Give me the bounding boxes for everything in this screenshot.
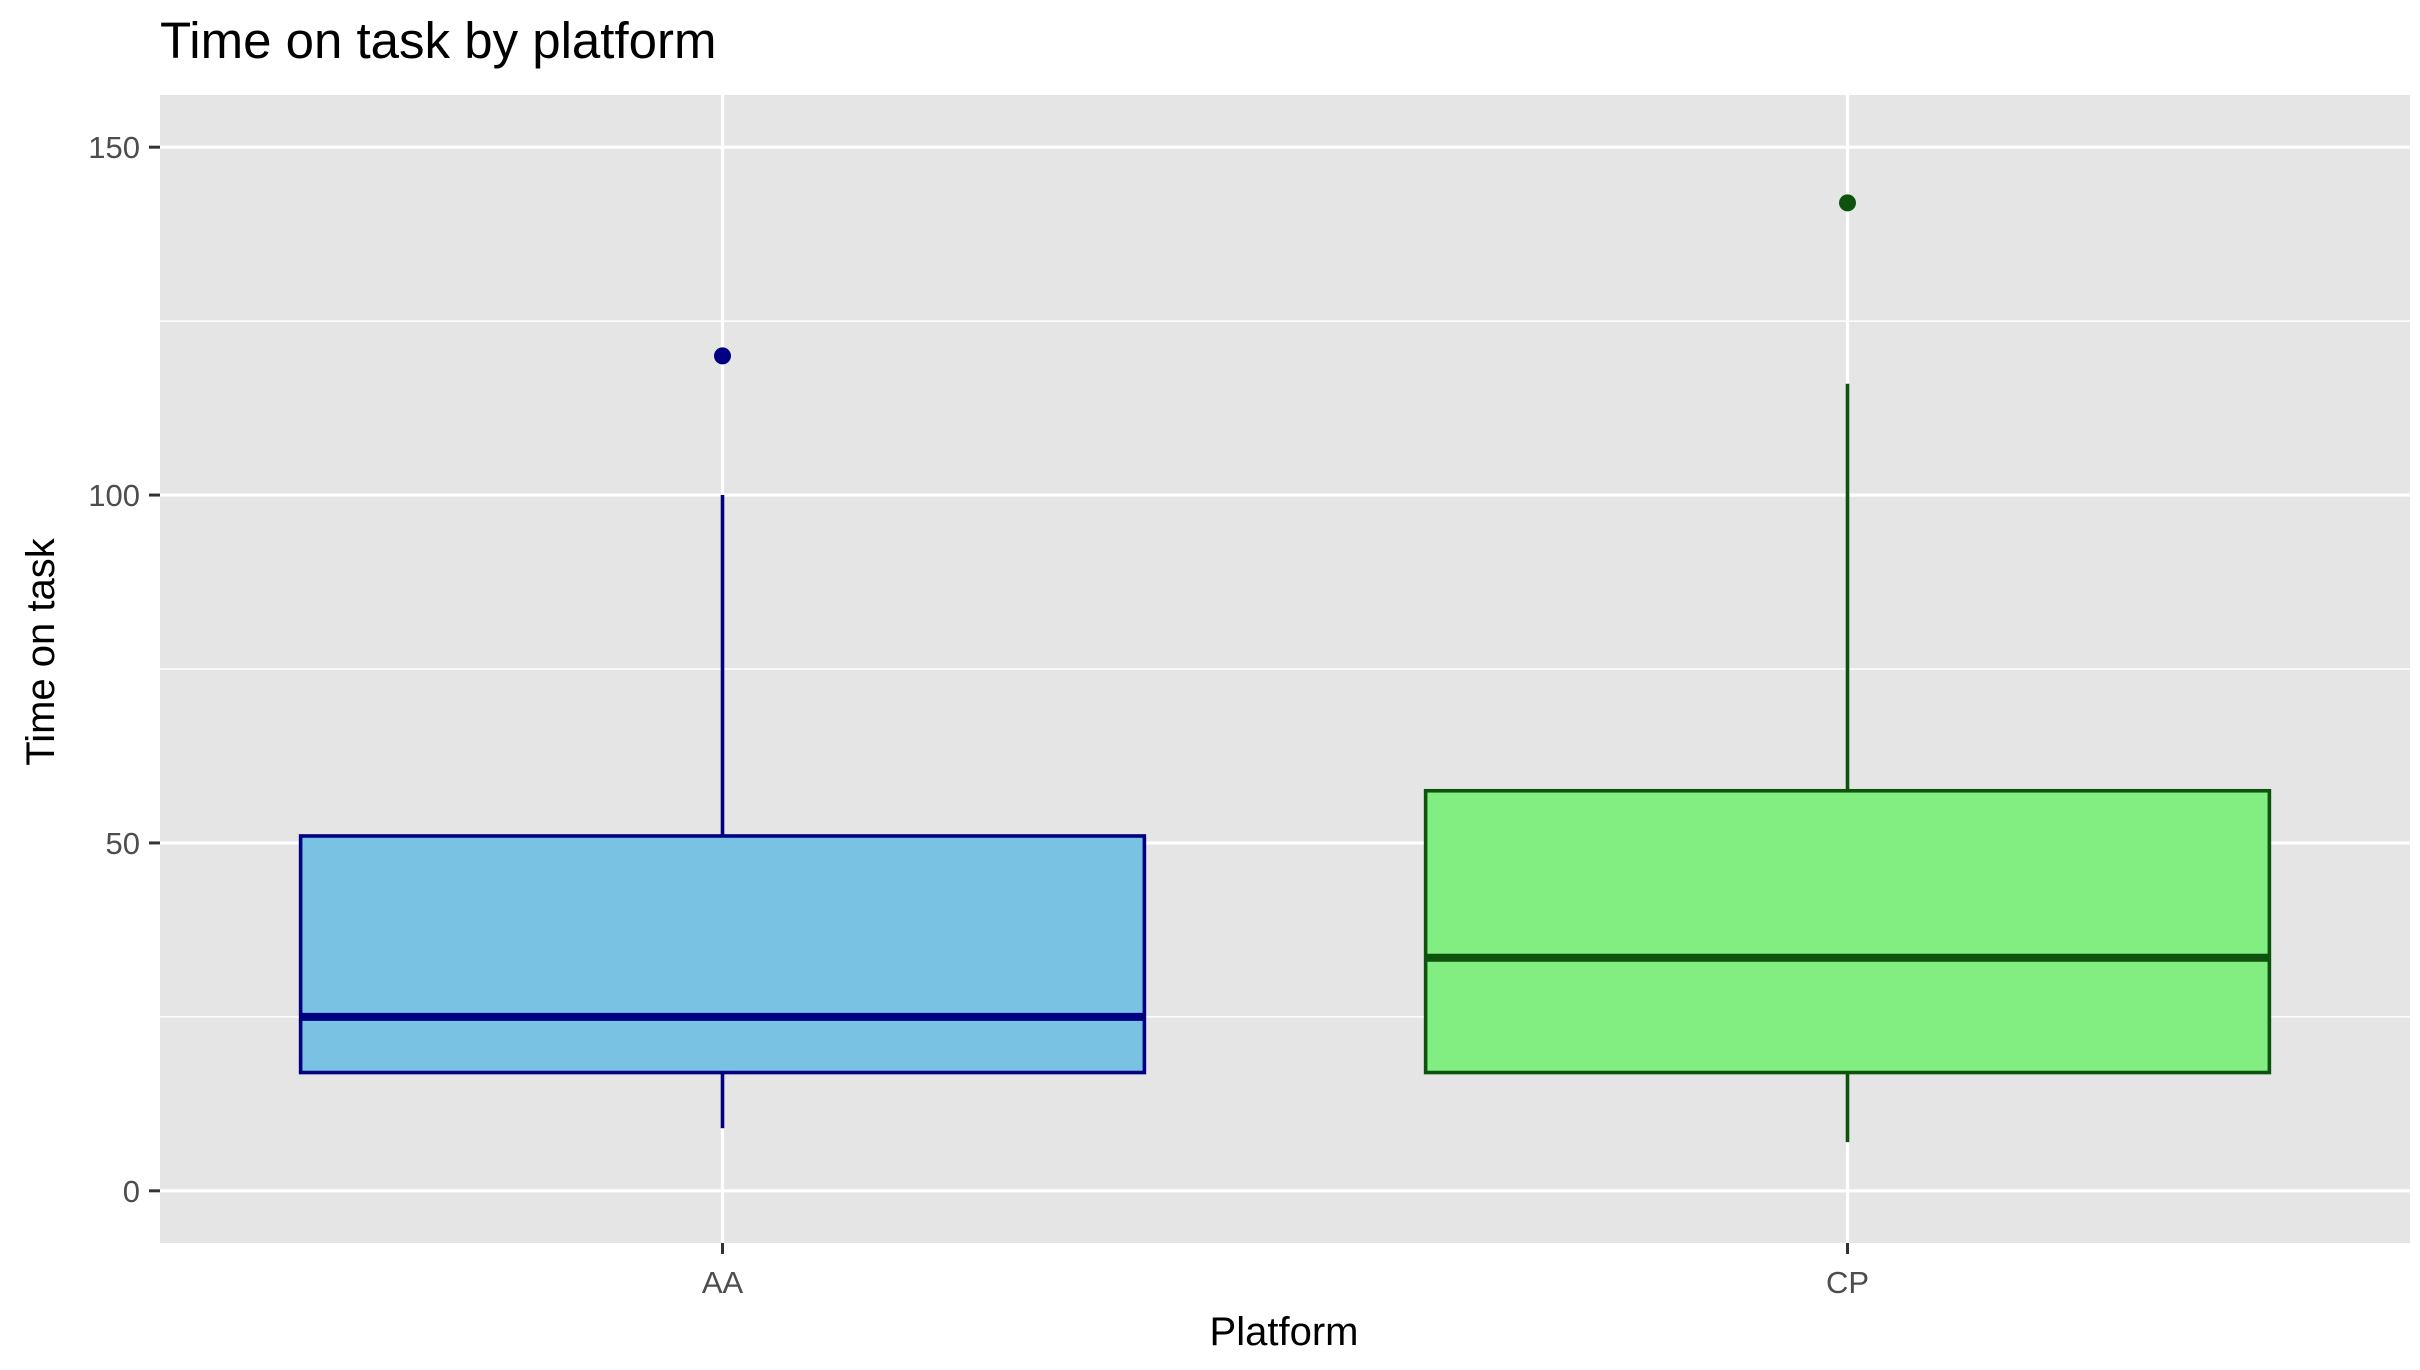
iqr-box (298, 834, 1147, 1075)
chart-title: Time on task by platform (160, 12, 716, 69)
y-tick-label: 0 (123, 1174, 140, 1209)
y-tick-label: 100 (88, 478, 140, 513)
outlier-point (1839, 194, 1856, 212)
grid-lines (160, 95, 2410, 1243)
boxes-layer (298, 194, 2272, 1143)
axes-layer: 0 50 100 150 AA CP (88, 130, 1869, 1300)
y-tick-label: 150 (88, 130, 140, 165)
y-axis-title: Time on task (19, 537, 63, 765)
iqr-box (1423, 788, 2272, 1075)
x-tick-label: CP (1826, 1265, 1869, 1300)
outlier-point (714, 347, 731, 365)
x-axis-title: Platform (1210, 1310, 1359, 1354)
x-tick-label: AA (702, 1265, 744, 1300)
y-tick-label: 50 (106, 826, 140, 861)
box-aa (298, 347, 1147, 1129)
box-cp (1423, 194, 2272, 1143)
